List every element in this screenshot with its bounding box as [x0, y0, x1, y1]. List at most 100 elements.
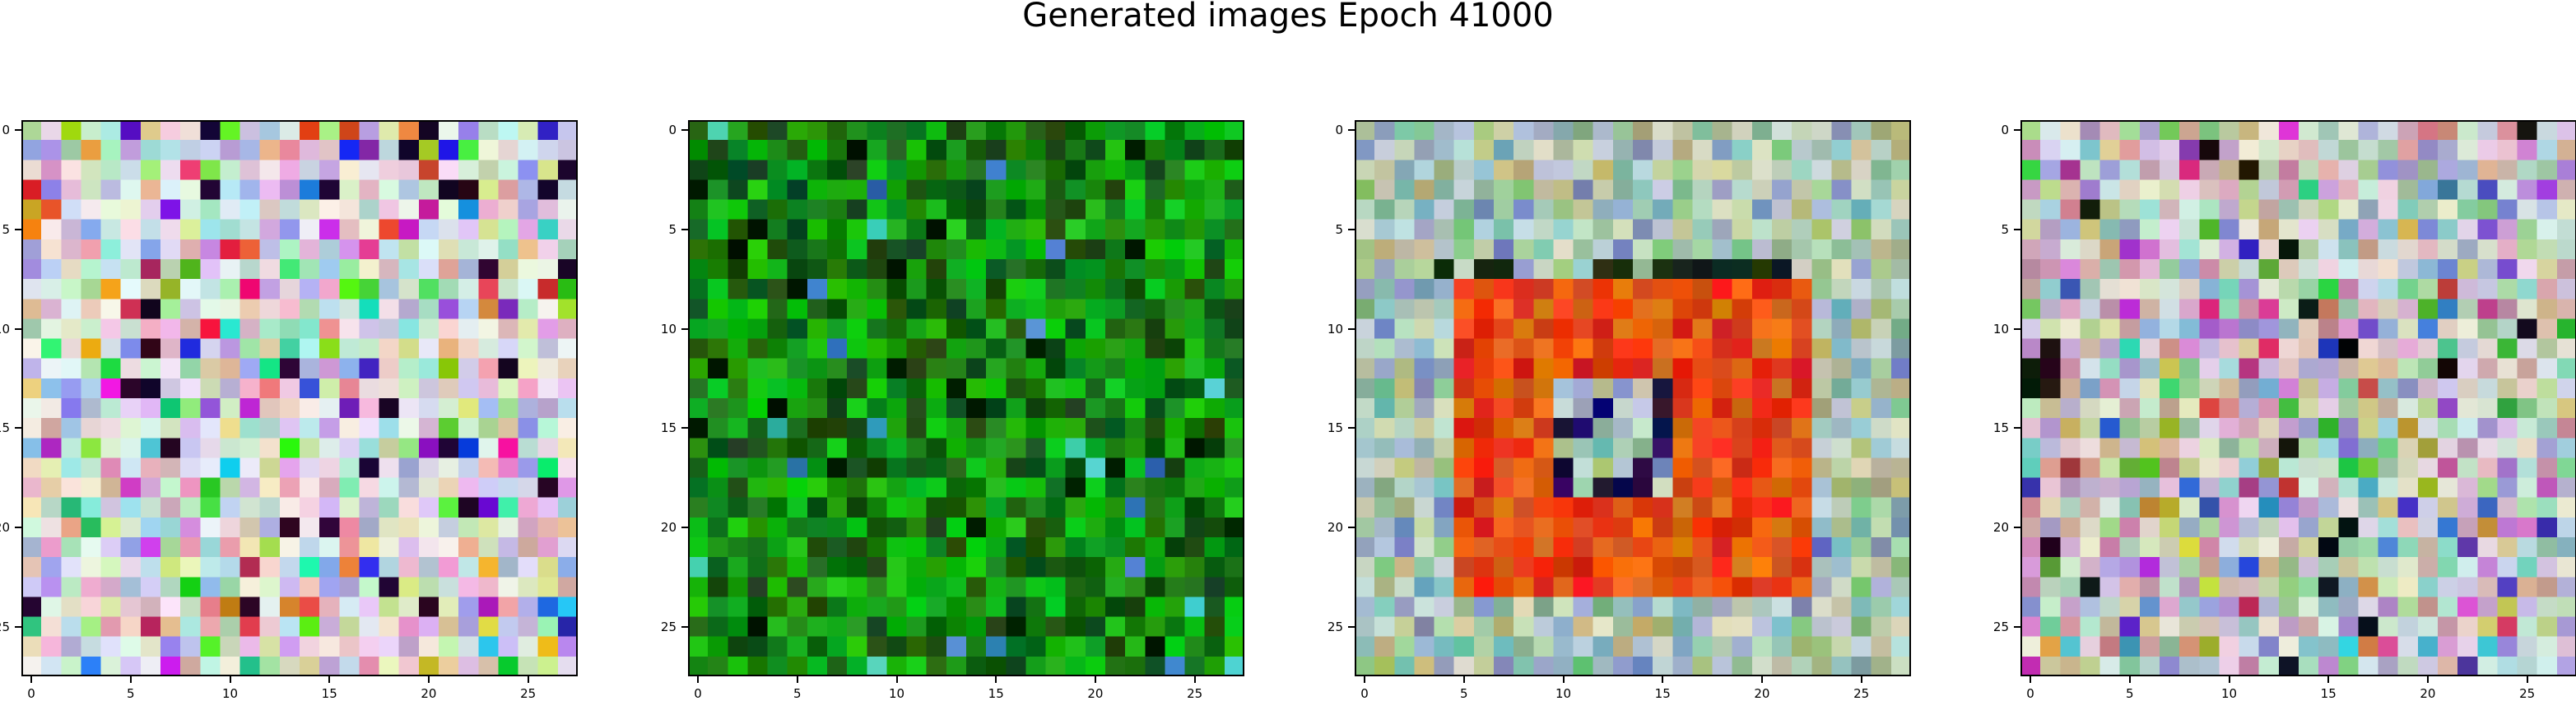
x-tick [1364, 676, 1366, 683]
y-tick [1348, 625, 1355, 628]
y-tick-label: 5 [1335, 221, 1343, 237]
y-tick-label: 0 [668, 123, 677, 138]
x-tick-label: 5 [127, 686, 135, 701]
y-tick [15, 327, 21, 330]
x-tick-label: 20 [421, 686, 437, 701]
y-tick-label: 25 [660, 619, 677, 634]
generated-image-2 [688, 120, 1244, 676]
y-tick-label: 20 [1327, 519, 1343, 535]
x-tick [895, 676, 898, 683]
x-tick-label: 5 [793, 686, 802, 701]
x-tick-label: 10 [221, 686, 239, 701]
x-tick [1094, 676, 1096, 683]
y-tick [2014, 427, 2020, 429]
x-tick-label: 15 [1654, 686, 1671, 701]
x-tick-label: 15 [988, 686, 1004, 701]
y-tick-label: 15 [1992, 420, 2009, 436]
x-tick-label: 0 [27, 686, 35, 701]
y-tick [681, 228, 688, 230]
x-tick-label: 0 [1360, 686, 1369, 701]
x-tick [1662, 676, 1664, 683]
y-tick-label: 10 [660, 321, 677, 337]
x-tick [229, 676, 231, 683]
x-tick [1562, 676, 1565, 683]
x-tick [1760, 676, 1763, 683]
y-tick-label: 10 [1327, 321, 1343, 337]
x-tick-label: 25 [1187, 686, 1203, 701]
generated-image-3 [1355, 120, 1911, 676]
x-tick [1193, 676, 1196, 683]
x-tick [1860, 676, 1862, 683]
y-tick [1348, 526, 1355, 528]
y-tick-label: 15 [0, 420, 10, 436]
x-tick [697, 676, 700, 683]
x-tick [995, 676, 997, 683]
y-tick [1348, 228, 1355, 230]
y-tick-label: 20 [1992, 519, 2009, 535]
generated-image-1 [21, 120, 578, 676]
x-tick [2327, 676, 2330, 683]
x-tick [1462, 676, 1465, 683]
x-tick-label: 10 [1555, 686, 1572, 701]
y-tick [681, 526, 688, 528]
x-tick-label: 20 [2420, 686, 2436, 701]
x-tick [2526, 676, 2528, 683]
generated-image-panel-3: 0 5 10 15 20 25 0 5 10 15 20 25 [1328, 120, 1911, 701]
y-tick [2014, 526, 2020, 528]
y-tick [1348, 427, 1355, 429]
x-tick [129, 676, 132, 683]
x-tick [527, 676, 529, 683]
x-tick [30, 676, 33, 683]
y-tick [2014, 327, 2020, 330]
y-tick-label: 20 [0, 519, 10, 535]
generated-image-panel-2: 0 5 10 15 20 25 0 5 10 15 20 25 [661, 120, 1244, 701]
y-tick [2014, 228, 2020, 230]
x-tick-label: 15 [321, 686, 337, 701]
y-tick [15, 228, 21, 230]
x-tick-label: 20 [1754, 686, 1770, 701]
generated-image-panel-4: 0 5 10 15 20 25 0 5 10 15 20 25 [1993, 120, 2576, 701]
y-tick-label: 25 [1327, 619, 1343, 634]
x-tick-label: 5 [1460, 686, 1468, 701]
x-tick [427, 676, 430, 683]
figure-title: Generated images Epoch 41000 [1022, 0, 1554, 35]
y-tick [15, 625, 21, 628]
y-tick [1348, 129, 1355, 132]
y-tick-label: 10 [0, 321, 10, 337]
x-tick-label: 5 [2126, 686, 2134, 701]
y-tick-label: 15 [1327, 420, 1343, 436]
generated-image-panel-1: 0 5 10 15 20 25 0 5 10 15 20 25 [0, 120, 578, 701]
y-tick-label: 5 [2, 221, 10, 237]
x-tick-label: 10 [2220, 686, 2238, 701]
x-tick-label: 20 [1087, 686, 1104, 701]
y-tick [15, 129, 21, 132]
x-tick [2228, 676, 2230, 683]
y-tick [2014, 625, 2020, 628]
x-tick [2030, 676, 2032, 683]
y-tick [1348, 327, 1355, 330]
y-tick-label: 15 [660, 420, 677, 436]
x-tick-label: 0 [694, 686, 702, 701]
y-tick [15, 526, 21, 528]
x-tick-label: 25 [1853, 686, 1870, 701]
x-tick [2128, 676, 2131, 683]
x-tick [328, 676, 331, 683]
y-tick [15, 427, 21, 429]
y-tick-label: 5 [668, 221, 677, 237]
y-tick-label: 20 [660, 519, 677, 535]
y-tick-label: 10 [1992, 321, 2009, 337]
y-tick-label: 0 [1335, 123, 1343, 138]
y-tick-label: 0 [2, 123, 10, 138]
x-tick-label: 10 [888, 686, 905, 701]
x-tick-label: 25 [520, 686, 537, 701]
y-tick-label: 25 [0, 619, 10, 634]
generated-image-4 [2020, 120, 2576, 676]
y-tick [2014, 129, 2020, 132]
x-tick [796, 676, 798, 683]
y-tick [681, 427, 688, 429]
y-tick [681, 129, 688, 132]
x-tick-label: 15 [2320, 686, 2337, 701]
x-tick-label: 0 [2026, 686, 2034, 701]
y-tick [681, 327, 688, 330]
y-tick [681, 625, 688, 628]
